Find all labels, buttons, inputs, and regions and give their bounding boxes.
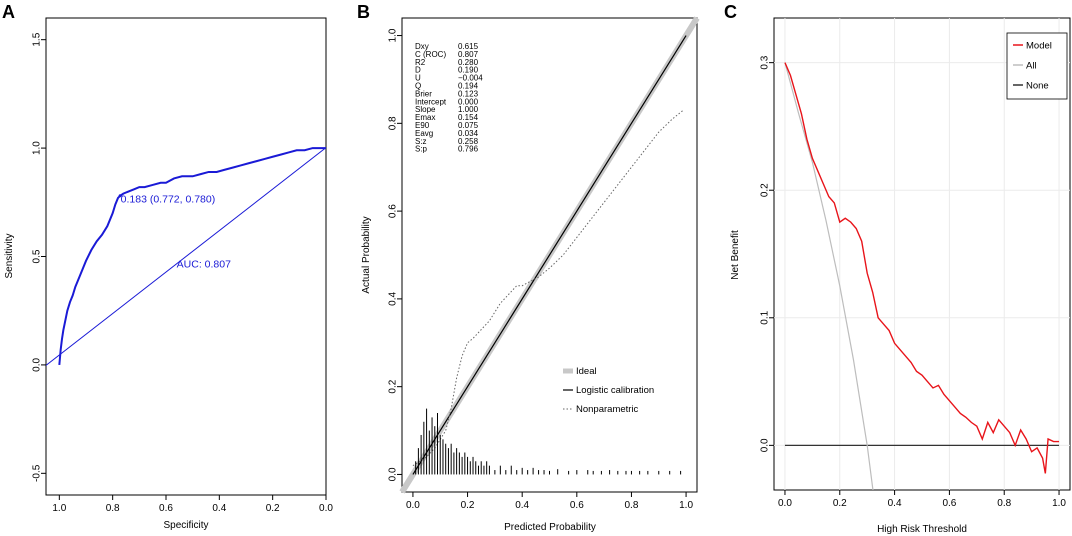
panel-c-letter: C [724, 2, 737, 22]
x-tick-label: 0.0 [406, 500, 420, 511]
panel-a-xlabel: Specificity [163, 520, 208, 531]
model-line [784, 62, 1060, 474]
panel-b-ylabel: Actual Probability [361, 216, 372, 293]
panel-b-content: 0.0 0.2 0.4 0.6 0.8 1.0 0.0 0.2 0.4 0.6 0.8 1.0 Dxy 0… [388, 16, 700, 511]
stat-name: Brier [415, 89, 432, 98]
panel-a-content: 1.0 0.8 0.6 0.4 0.2 0.0 -0.5 0.0 0.5 1.0 1.5 0.183 … [32, 32, 334, 514]
stat-name: C (ROC) [415, 50, 446, 59]
x-tick-label: 0.6 [570, 500, 584, 511]
stat-value: 0.123 [458, 89, 479, 98]
x-tick-label: 1.0 [52, 503, 66, 514]
stat-name: Dxy [415, 42, 429, 51]
legend-box [1006, 32, 1068, 100]
x-tick-label: 1.0 [679, 500, 693, 511]
panel-b-plot-frame [401, 17, 698, 493]
x-tick-label: 0.8 [997, 498, 1011, 509]
auc-annotation: AUC: 0.807 [177, 258, 231, 270]
stat-value: 0.258 [458, 137, 479, 146]
x-tick-label: 0.2 [266, 503, 280, 514]
y-tick-label: 0.4 [388, 292, 399, 306]
y-tick-label: 0.2 [388, 379, 399, 393]
y-tick-label: 0.8 [388, 116, 399, 130]
stat-name: Eavg [415, 129, 433, 138]
stat-value: 1.000 [458, 105, 479, 114]
panel-c-xlabel: High Risk Threshold [877, 524, 967, 535]
y-tick-label: 0.5 [32, 249, 43, 263]
x-tick-label: 0.0 [778, 498, 792, 509]
legend-label: Model [1026, 41, 1052, 52]
stat-value: 0.280 [458, 58, 479, 67]
legend-label: Nonparametric [576, 404, 639, 415]
panel-b-letter: B [357, 2, 370, 22]
stat-value: 0.075 [458, 121, 479, 130]
stat-value: 0.807 [458, 50, 479, 59]
y-tick-label: 0.0 [32, 358, 43, 372]
stat-value: 0.190 [458, 66, 479, 75]
x-tick-label: 0.0 [319, 503, 333, 514]
y-tick-label: 0.2 [760, 183, 771, 197]
panel-c-ylabel: Net Benefit [730, 230, 741, 280]
y-tick-label: 1.0 [32, 141, 43, 155]
stat-name: D [415, 66, 421, 75]
panel-a-letter: A [2, 2, 15, 22]
y-tick-label: 0.3 [760, 55, 771, 69]
roc-curve-line [58, 147, 326, 365]
x-tick-label: 0.6 [942, 498, 956, 509]
legend-label: Logistic calibration [576, 385, 654, 396]
panel-b: B 0.0 0.2 0.4 0.6 0.8 1.0 0.0 0.2 0.4 0.6 0.8 1.0 Dx… [357, 2, 700, 533]
stat-name: Q [415, 82, 421, 91]
stat-name: S:p [415, 145, 428, 154]
y-tick-label: -0.5 [32, 464, 43, 482]
stat-value: 0.615 [458, 42, 479, 51]
y-tick-label: 0.6 [388, 204, 399, 218]
y-tick-label: 0.1 [760, 310, 771, 324]
x-tick-label: 0.4 [212, 503, 226, 514]
legend-label: None [1026, 81, 1049, 92]
stat-name: Slope [415, 105, 436, 114]
panel-a-ylabel: Sensitivity [4, 233, 15, 278]
y-tick-label: 0.0 [388, 467, 399, 481]
x-tick-label: 0.2 [461, 500, 475, 511]
nonparametric-line [412, 109, 684, 467]
stat-name: Emax [415, 113, 435, 122]
stat-name: Intercept [415, 97, 447, 106]
legend-label: All [1026, 61, 1037, 72]
y-tick-label: 0.0 [760, 438, 771, 452]
stat-name: U [415, 74, 421, 83]
panel-a: A 1.0 0.8 0.6 0.4 0.2 0.0 -0.5 0.0 0.5 1.0 1.5 0.18… [2, 2, 334, 531]
roc-diagonal-line [46, 146, 326, 367]
stat-value: 0.034 [458, 129, 479, 138]
stat-value: 0.796 [458, 145, 479, 154]
x-tick-label: 0.4 [515, 500, 529, 511]
stat-value: 0.154 [458, 113, 479, 122]
y-tick-label: 1.0 [388, 28, 399, 42]
roc-optimal-annotation: 0.183 (0.772, 0.780) [121, 193, 216, 205]
panel-c-plot-frame [773, 17, 1071, 491]
x-tick-label: 0.6 [159, 503, 173, 514]
panel-c: C 0.0 0.2 0.4 0.6 0.8 1.0 0.0 0.1 0.2 0.3 Model All… [724, 2, 1071, 535]
x-tick-label: 0.8 [624, 500, 638, 511]
logistic-calibration-line [412, 35, 687, 475]
stat-value: 0.194 [458, 82, 479, 91]
all-line [784, 62, 874, 490]
legend-label: Ideal [576, 366, 597, 377]
roc-optimal-point [118, 194, 122, 198]
panel-c-content: 0.0 0.2 0.4 0.6 0.8 1.0 0.0 0.1 0.2 0.3 Model All No… [760, 18, 1070, 509]
x-tick-label: 0.2 [833, 498, 847, 509]
x-tick-label: 0.4 [888, 498, 902, 509]
x-tick-label: 1.0 [1052, 498, 1066, 509]
stat-value: −0.004 [458, 74, 483, 83]
stat-name: R2 [415, 58, 426, 67]
stat-value: 0.000 [458, 97, 479, 106]
panel-b-xlabel: Predicted Probability [504, 522, 596, 533]
y-tick-label: 1.5 [32, 32, 43, 46]
stat-name: S:z [415, 137, 427, 146]
stat-name: E90 [415, 121, 430, 130]
x-tick-label: 0.8 [106, 503, 120, 514]
